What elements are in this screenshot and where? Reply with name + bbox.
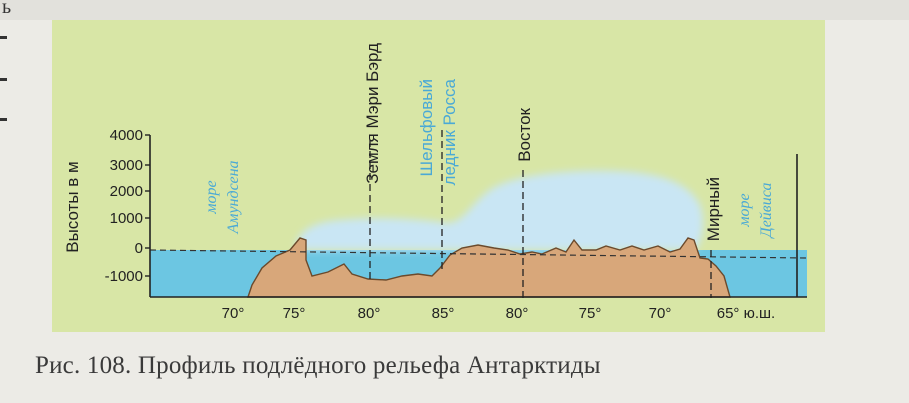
x-tick-label: 75° bbox=[579, 305, 602, 322]
sea-right-label-line1: море bbox=[736, 193, 753, 227]
ross-label-line2: ледник Росса bbox=[440, 78, 459, 185]
x-tick-label: 80° bbox=[358, 305, 381, 322]
ross-label-line1: Шельфовый bbox=[417, 79, 436, 176]
y-tick-label: 2000 bbox=[110, 183, 143, 200]
y-axis-title: Высоты в м bbox=[63, 161, 82, 253]
margin-dash bbox=[0, 78, 7, 81]
y-tick-label: 0 bbox=[135, 240, 143, 257]
x-tick-label: 75° bbox=[283, 305, 306, 322]
mary-byrd-label: Земля Мэри Бэрд bbox=[363, 43, 382, 184]
x-tick-label: 85° bbox=[432, 305, 455, 322]
top-text-fragment: ь bbox=[2, 0, 12, 18]
x-tick-label: 70° bbox=[222, 305, 245, 322]
sea-left-label-line1: море bbox=[203, 180, 220, 214]
x-tick-label: 80° bbox=[506, 305, 529, 322]
y-tick-label: 4000 bbox=[110, 127, 143, 144]
y-tick-label: 3000 bbox=[110, 157, 143, 174]
x-tick-label: 70° bbox=[649, 305, 672, 322]
y-tick-label: 1000 bbox=[110, 210, 143, 227]
sea-right-label-line2: Дейвиса bbox=[758, 183, 775, 240]
mirny-label: Мирный bbox=[704, 177, 723, 241]
margin-dash bbox=[0, 118, 7, 121]
x-tick-label: 65° ю.ш. bbox=[717, 305, 775, 322]
margin-dash bbox=[0, 36, 7, 39]
vostok-label: Восток bbox=[515, 107, 534, 161]
ice-sheet bbox=[296, 170, 703, 250]
figure-caption: Рис. 108. Профиль подлёдного рельефа Ант… bbox=[35, 352, 601, 379]
y-tick-label: -1000 bbox=[105, 268, 143, 285]
bedrock bbox=[247, 237, 731, 298]
sea-left-label-line2: Амундсена bbox=[225, 160, 242, 234]
page-edge bbox=[0, 0, 909, 20]
